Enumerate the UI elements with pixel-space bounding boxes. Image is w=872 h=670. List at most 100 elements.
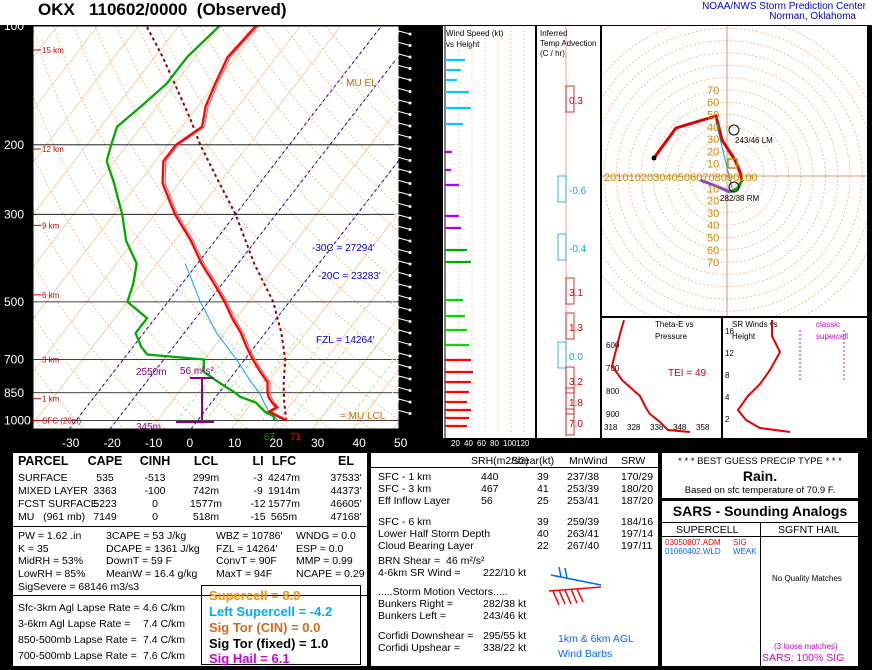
wind-barb (395, 398, 400, 407)
wind-barbs (391, 29, 412, 418)
parcel-cell: -3 (253, 472, 263, 484)
wind-barb (391, 225, 396, 234)
divider (13, 526, 367, 527)
parcel-cell: -9 (253, 485, 263, 497)
wind-barb-base (408, 170, 412, 174)
index-value: WBZ = 10786' (216, 530, 283, 542)
wind-barb-base (408, 193, 412, 197)
wind-barb-base (408, 297, 412, 300)
barbs-label-1: 1km & 6km AGL (558, 633, 634, 645)
wind-barb (394, 259, 411, 265)
wind-barb (395, 99, 400, 108)
minus30c-label: -30C = 27294' (312, 243, 375, 254)
wind-barb (395, 329, 400, 338)
wind-barb (394, 397, 411, 403)
isotherm (271, 264, 399, 429)
sfc-height-label: 345m (136, 422, 161, 433)
sig-tor-fixed: Sig Tor (fixed) = 1.0 (209, 636, 329, 651)
temp-tick: 30 (311, 436, 325, 450)
kinematics-cell: 56 (481, 495, 493, 507)
parcel-col-header: PARCEL (18, 454, 69, 468)
wind-barb (395, 237, 400, 246)
index-value: MeanW = 16.4 g/kg (106, 567, 198, 580)
wind-barb (391, 397, 396, 407)
wind-barb-base (408, 262, 412, 266)
temp-adv-bar (565, 387, 575, 415)
dry-adiabat (33, 154, 248, 429)
temp-tick: 40 (353, 436, 367, 450)
wind-barb (395, 352, 400, 361)
hodograph-ring-label: 60 (707, 245, 719, 257)
wind-speed-title: Wind Speed (kt) (446, 29, 504, 38)
temp-tick: -20 (104, 436, 122, 450)
height-label: SFC (20m) (42, 417, 81, 426)
temp-adv-title: Inferred (540, 29, 568, 38)
wind-barb-base (408, 67, 412, 70)
sars-match-tag: SIG (733, 538, 747, 547)
speed-axis-label: 40 (464, 439, 473, 448)
sars-match-id[interactable]: 01060402.WLD (665, 547, 721, 556)
wind-barb (395, 375, 400, 384)
skewt-plot: 100 200 300 500 700 850 1000 15 km 12 km 9 km 6 km… (4, 25, 400, 443)
wind-barb (395, 306, 400, 315)
wind-barb (391, 156, 396, 165)
wind-barb-base (408, 239, 412, 243)
theta-e-y-tick: 800 (606, 387, 620, 396)
wind-barb-base (408, 90, 412, 93)
wind-barb-base (408, 377, 412, 381)
wind-barb (391, 363, 396, 372)
parcel-col-header: EL (338, 454, 354, 468)
wind-barb-base (408, 78, 412, 82)
parcel-col-header: LFC (271, 454, 297, 468)
hodograph-x-label: 90 (727, 172, 739, 184)
isotherm (33, 26, 139, 163)
sars-match-id[interactable]: 03050807.ADM (665, 538, 721, 547)
index-value: ESP = 0.0 (296, 542, 344, 555)
mean-wind-marker (727, 158, 738, 169)
theta-e-x-tick: 328 (627, 423, 641, 432)
temp-adv-title: (C / hr) (540, 49, 565, 58)
temp-adv-bar (565, 408, 575, 436)
lapse-value: 4.6 C/km (143, 602, 186, 614)
wind-barb (391, 213, 396, 223)
hodograph-trace-low (652, 114, 744, 181)
key-isotherm (69, 26, 382, 429)
parcel-cell: 3363 (93, 485, 117, 497)
dry-adiabat (241, 26, 399, 207)
parcel-name: SURFACE (18, 472, 68, 484)
temp-adv-bar (565, 85, 575, 113)
sr-legend: classic (816, 320, 840, 329)
wind-barb-base (408, 331, 412, 335)
wind-barb (394, 248, 411, 253)
kinematics-cell: 267/40 (567, 540, 600, 552)
temp-adv-bar (565, 366, 575, 394)
parcel-col-header: LCL (193, 454, 219, 468)
wind-barb (394, 363, 411, 368)
temp-adv-title: Temp Advection (540, 39, 596, 48)
lapse-value: 7.6 C/km (143, 650, 186, 662)
wind-barb-base (408, 113, 412, 116)
temp-tick: -10 (145, 436, 163, 450)
wind-barb (391, 282, 396, 292)
sr-y-tick: 8 (725, 371, 730, 380)
wind-barb-base (408, 216, 412, 220)
wetbulb-profile (184, 263, 279, 421)
parcel-name: MU (961 mb) (18, 511, 86, 523)
wind-barb (391, 294, 396, 303)
lapse-label: 850-500mb Lapse Rate = (18, 634, 137, 646)
isotherm (231, 212, 399, 429)
mixing-ratio-line (233, 332, 302, 421)
kinematics-layer: Eff Inflow Layer (378, 495, 451, 507)
hodograph-ring-label: 50 (707, 233, 719, 245)
wind-barb (394, 271, 411, 276)
bunkers-left-value: 243/46 kt (483, 610, 527, 622)
parcel-name: FCST SURFACE (18, 498, 98, 510)
wind-barb-base (408, 55, 412, 59)
wind-barb (394, 29, 411, 35)
pressure-tick: 300 (4, 207, 24, 221)
kinematics-cell: 259/39 (567, 516, 600, 528)
pressure-tick: 1000 (4, 414, 31, 428)
